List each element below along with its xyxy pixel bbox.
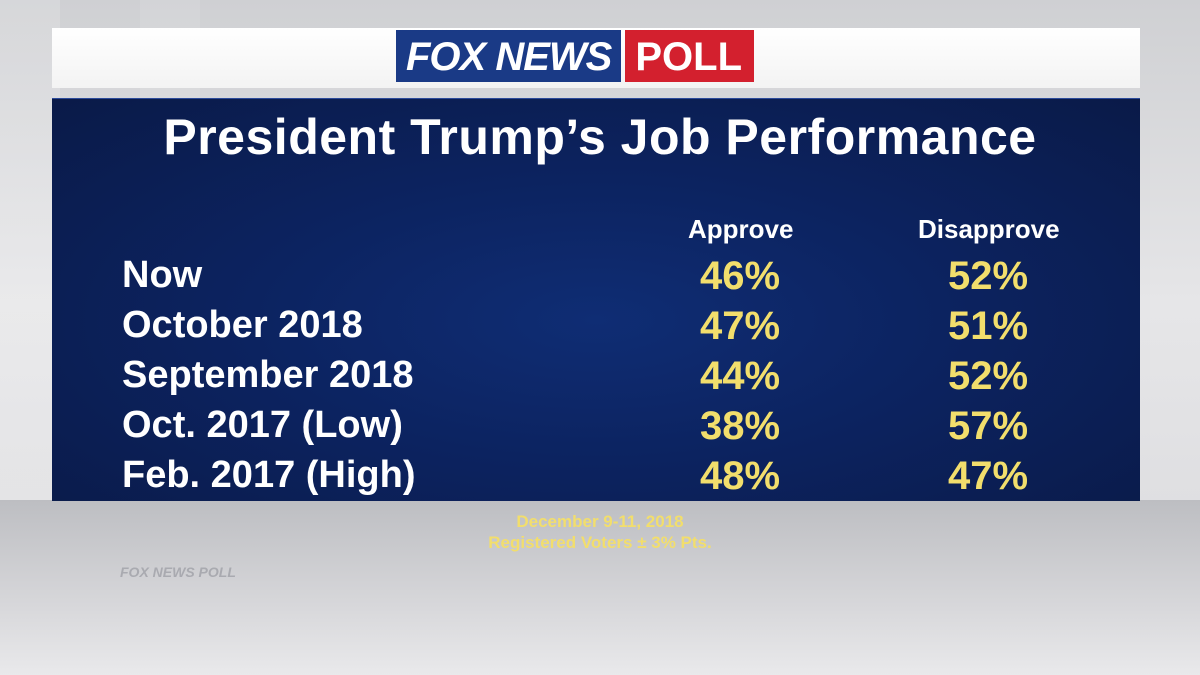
row-label: Oct. 2017 (Low): [122, 404, 403, 446]
disapprove-value: 47%: [947, 454, 1029, 498]
poll-date: December 9-11, 2018: [516, 512, 684, 531]
results-panel: [52, 98, 1140, 501]
column-header-approve: Approve: [688, 214, 794, 244]
row-label: Feb. 2017 (High): [122, 454, 416, 496]
approve-value: 38%: [699, 404, 781, 448]
disapprove-value: 52%: [947, 254, 1029, 298]
approve-value: 44%: [699, 354, 781, 398]
row-label: Now: [122, 254, 203, 296]
approve-value: 46%: [699, 254, 781, 298]
poll-sample-info: Registered Voters ± 3% Pts.: [488, 533, 712, 552]
column-header-disapprove: Disapprove: [918, 214, 1060, 244]
chart-title: President Trump’s Job Performance: [163, 109, 1037, 165]
approve-value: 47%: [699, 304, 781, 348]
disapprove-value: 57%: [947, 404, 1029, 448]
watermark-logo: FOX NEWS POLL: [120, 564, 236, 580]
row-label: October 2018: [122, 304, 363, 346]
fox-news-wordmark: FOX NEWS: [396, 30, 622, 82]
poll-wordmark: POLL: [625, 30, 755, 82]
approve-value: 48%: [699, 454, 781, 498]
row-label: September 2018: [122, 354, 414, 396]
fox-news-poll-logo: FOX NEWS POLL: [396, 30, 755, 82]
disapprove-value: 51%: [947, 304, 1029, 348]
bottom-background: [0, 500, 1200, 675]
disapprove-value: 52%: [947, 354, 1029, 398]
